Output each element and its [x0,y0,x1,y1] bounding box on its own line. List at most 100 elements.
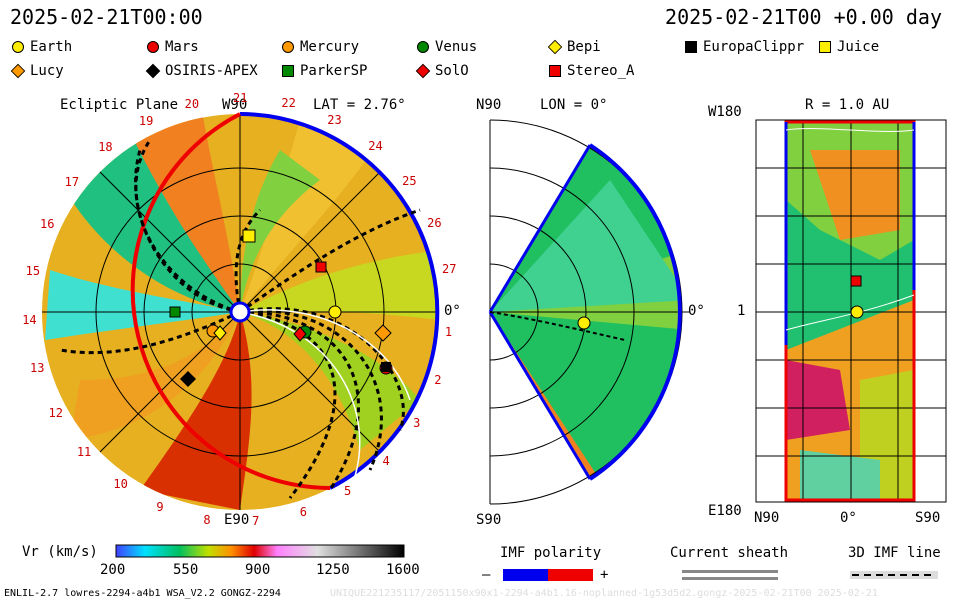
square-icon [282,65,294,77]
legend-label: Stereo_A [567,63,635,79]
parkersp-marker [169,306,181,318]
juice-marker [242,229,256,243]
carrington-tick-label: 25 [402,173,417,188]
carrington-tick-label: 9 [156,500,164,515]
radial-x-mid: 0° [840,510,857,526]
carrington-tick-label: 14 [22,312,37,327]
carrington-tick-label: 6 [299,504,308,519]
carrington-tick-label: 2 [434,372,442,387]
legend-item-mercury: Mercury [282,39,359,55]
carrington-tick-label: 17 [64,175,80,190]
imf-neg-bar [503,569,548,581]
carrington-tick-label: 20 [184,96,200,111]
solo-marker [293,326,307,342]
square-icon [685,41,697,53]
legend-item-bepi: Bepi [547,39,601,55]
circle-icon [417,41,429,53]
legend-item-stereo-a: Stereo_A [549,63,634,79]
carrington-tick-label: 13 [29,360,45,375]
carrington-tick-label: 26 [427,215,442,230]
stereo-a-marker-radial [850,275,862,287]
timestamp-right: 2025-02-21T00 +0.00 day [665,5,942,29]
legend-item-juice: Juice [819,39,879,55]
meridional-panel [488,119,690,505]
imf-line-label: 3D IMF line [848,545,941,561]
colorbar-tick-label: 550 [173,562,199,578]
earth-marker-radial [850,305,864,319]
sheath-swatch-bottom [682,577,778,580]
earth-marker [328,305,342,319]
legend-label: Mars [165,39,199,55]
carrington-tick-label: 27 [441,261,457,276]
carrington-tick-label: 16 [40,217,55,232]
radial-top-label: W180 [708,104,742,120]
legend-item-earth: Earth [12,39,72,55]
carrington-tick-label: 10 [113,477,128,492]
ecliptic-title: Ecliptic Plane [60,97,179,113]
imf-label: IMF polarity [500,545,602,561]
radial-bottom-label: E180 [708,503,742,519]
timestamp-left: 2025-02-21T00:00 [10,5,203,29]
imf-plus: + [600,567,609,583]
ecliptic-lat-label: LAT = 2.76° [313,97,406,113]
carrington-tick-label: 4 [382,454,390,469]
carrington-tick-label: 5 [344,484,352,499]
legend-label: Juice [837,39,880,55]
carrington-tick-label: 24 [368,138,383,153]
carrington-tick-label: 21 [232,91,248,105]
imf-pos-bar [548,569,593,581]
legend-label: EuropaClippr [703,39,805,55]
colorbar-tick-label: 1600 [386,562,420,578]
footer-right: UNIQUE221235117/2051150x90x1-2294-a4b1.1… [330,588,878,599]
legend-label: Venus [435,39,478,55]
legend-label: Lucy [30,63,64,79]
meridional-bottom-label: S90 [476,512,502,528]
legend-label: ParkerSP [300,63,368,79]
carrington-tick-label: 1 [444,325,453,340]
legend-label: SolO [435,63,469,79]
legend-item-parkersp: ParkerSP [282,63,367,79]
legend-item-mars: Mars [147,39,199,55]
legend-item-lucy: Lucy [10,63,64,79]
sheath-swatch-top [682,570,778,573]
radial-x-left: N90 [754,510,780,526]
ecliptic-panel [42,112,440,510]
radial-left-label: 1 [737,303,746,319]
carrington-tick-label: 15 [25,263,41,278]
carrington-tick-label: 23 [327,112,342,127]
carrington-tick-label: 11 [76,445,92,460]
ecliptic-top-label: W90 [222,97,248,113]
bepi-marker [213,325,227,341]
earth-marker-meridional [577,316,591,330]
europaclippr-marker [381,362,391,372]
colorbar-tick-label: 1250 [316,562,350,578]
square-icon [549,65,561,77]
colorbar-label: Vr (km/s) [22,544,98,560]
ecliptic-right-label: 0° [444,303,461,319]
carrington-tick-label: 18 [98,140,113,155]
legend-label: Bepi [567,39,601,55]
legend-item-venus: Venus [417,39,477,55]
circle-icon [282,41,294,53]
square-icon [819,41,831,53]
carrington-tick-label: 12 [48,405,63,420]
radial-panel [755,119,947,503]
legend-label: Mercury [300,39,360,55]
imf-minus: – [482,567,491,583]
legend-item-osiris-apex: OSIRIS-APEX [145,63,258,79]
colorbar [115,544,405,558]
circle-icon [147,41,159,53]
legend-label: OSIRIS-APEX [165,63,258,79]
carrington-tick-label: 22 [281,96,296,111]
osiris-apex-marker [180,371,196,387]
radial-r-label: R = 1.0 AU [805,97,890,113]
legend-label: Earth [30,39,73,55]
circle-icon [12,41,24,53]
sheath-label: Current sheath [670,545,789,561]
colorbar-tick-label: 200 [100,562,126,578]
meridional-lon-label: LON = 0° [540,97,608,113]
radial-x-right: S90 [915,510,941,526]
meridional-top-label: N90 [476,97,502,113]
meridional-right-label: 0° [688,303,705,319]
